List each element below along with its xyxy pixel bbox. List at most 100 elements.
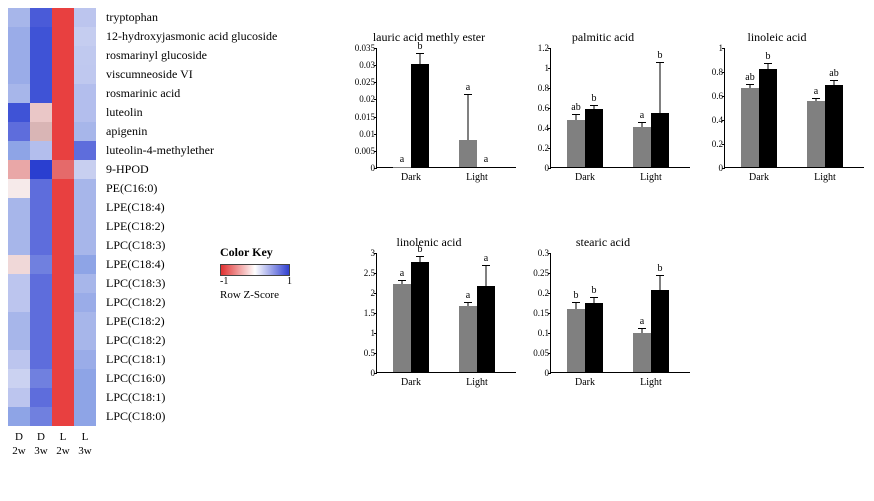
- heatmap-cell: [8, 293, 30, 312]
- bar: b: [411, 47, 429, 167]
- x-label: Dark: [401, 377, 421, 388]
- heatmap-cell: [52, 274, 74, 293]
- heatmap-cell: [8, 407, 30, 426]
- heatmap-cell: [74, 46, 96, 65]
- bar: b: [651, 47, 669, 167]
- bar: ab: [825, 47, 843, 167]
- heatmap-row: 9-HPOD: [8, 160, 277, 179]
- heatmap-x-label: L: [52, 430, 74, 444]
- bar-letter: ab: [571, 102, 580, 113]
- plot-area: 00.0050.010.0150.020.0250.030.035abDarka…: [376, 48, 516, 168]
- heatmap-cell: [8, 160, 30, 179]
- y-tick: 0.4: [523, 123, 549, 133]
- bar-letter: a: [466, 82, 470, 93]
- heatmap-cell: [30, 293, 52, 312]
- x-label: Dark: [575, 377, 595, 388]
- heatmap-cell: [52, 122, 74, 141]
- bar-chart: lauric acid methly ester00.0050.010.0150…: [348, 30, 510, 190]
- heatmap-row-label: LPC(C18:0): [106, 407, 165, 426]
- heatmap-cell: [30, 65, 52, 84]
- heatmap-cell: [74, 141, 96, 160]
- heatmap-cell: [74, 236, 96, 255]
- heatmap-row-label: viscumneoside VI: [106, 65, 193, 84]
- bar: a: [477, 47, 495, 167]
- y-tick: 0.05: [523, 348, 549, 358]
- x-label: Light: [466, 377, 488, 388]
- heatmap-row-label: LPC(C18:3): [106, 274, 165, 293]
- heatmap-row-label: luteolin-4-methylether: [106, 141, 214, 160]
- heatmap-cell: [74, 331, 96, 350]
- heatmap-row: LPC(C16:0): [8, 369, 277, 388]
- color-key-ticks: -1 1: [220, 276, 292, 287]
- y-tick: 0.25: [523, 268, 549, 278]
- bar: a: [459, 252, 477, 372]
- heatmap-cell: [8, 179, 30, 198]
- heatmap-cell: [52, 160, 74, 179]
- heatmap-cell: [8, 27, 30, 46]
- heatmap-cell: [74, 369, 96, 388]
- heatmap-cell: [8, 84, 30, 103]
- plot-area: 00.20.40.60.81abbDarkaabLight: [724, 48, 864, 168]
- heatmap-cell: [52, 236, 74, 255]
- bar-letter: ab: [745, 72, 754, 83]
- bar-letter: a: [466, 290, 470, 301]
- heatmap-row-label: 9-HPOD: [106, 160, 149, 179]
- heatmap-cell: [30, 217, 52, 236]
- heatmap-cell: [30, 27, 52, 46]
- heatmap-row: apigenin: [8, 122, 277, 141]
- heatmap-row: luteolin-4-methylether: [8, 141, 277, 160]
- heatmap-row: luteolin: [8, 103, 277, 122]
- bar-group: aa: [459, 252, 495, 372]
- heatmap-cell: [52, 46, 74, 65]
- heatmap-x-axis: DDLL2w3w2w3w: [8, 430, 96, 458]
- heatmap-x-label: L: [74, 430, 96, 444]
- y-tick: 0.025: [349, 77, 375, 87]
- bar: b: [411, 252, 429, 372]
- bar-group: aab: [807, 47, 843, 167]
- heatmap-row-label: apigenin: [106, 122, 147, 141]
- bar: a: [633, 47, 651, 167]
- heatmap-row: LPC(C18:1): [8, 388, 277, 407]
- bar-letter: b: [766, 51, 771, 62]
- heatmap-cell: [30, 198, 52, 217]
- y-tick: 0.1: [523, 328, 549, 338]
- heatmap-cell: [52, 407, 74, 426]
- heatmap-cell: [30, 160, 52, 179]
- y-tick: 0.8: [523, 83, 549, 93]
- heatmap-cell: [52, 65, 74, 84]
- heatmap-cell: [74, 350, 96, 369]
- bar: ab: [741, 47, 759, 167]
- heatmap-cell: [74, 179, 96, 198]
- heatmap-row: LPC(C18:2): [8, 331, 277, 350]
- bar-group: ab: [633, 252, 669, 372]
- y-tick: 2.5: [349, 268, 375, 278]
- color-key-gradient: [220, 264, 290, 276]
- y-tick: 0.8: [697, 67, 723, 77]
- bar: b: [585, 252, 603, 372]
- heatmap-row-label: tryptophan: [106, 8, 158, 27]
- bar: ab: [567, 47, 585, 167]
- heatmap-row-label: LPE(C18:2): [106, 312, 165, 331]
- heatmap-row: tryptophan: [8, 8, 277, 27]
- heatmap-cell: [30, 255, 52, 274]
- heatmap-cell: [8, 274, 30, 293]
- heatmap-row-label: PE(C16:0): [106, 179, 157, 198]
- bar-chart: palmitic acid00.20.40.60.811.2abbDarkabL…: [522, 30, 684, 190]
- color-key-sub: Row Z-Score: [220, 289, 310, 301]
- heatmap-row-label: LPE(C18:2): [106, 217, 165, 236]
- heatmap-row-label: LPC(C18:2): [106, 293, 165, 312]
- bar-letter: b: [574, 290, 579, 301]
- heatmap-cell: [52, 388, 74, 407]
- heatmap-x-label: 2w: [52, 444, 74, 458]
- heatmap-cell: [52, 179, 74, 198]
- y-tick: 0: [349, 368, 375, 378]
- heatmap-cell: [8, 236, 30, 255]
- x-label: Light: [640, 377, 662, 388]
- heatmap-cell: [30, 84, 52, 103]
- heatmap-cell: [74, 198, 96, 217]
- heatmap-row: LPE(C18:4): [8, 198, 277, 217]
- heatmap-cell: [52, 27, 74, 46]
- bar: b: [651, 252, 669, 372]
- bar-letter: a: [484, 253, 488, 264]
- x-label: Light: [466, 172, 488, 183]
